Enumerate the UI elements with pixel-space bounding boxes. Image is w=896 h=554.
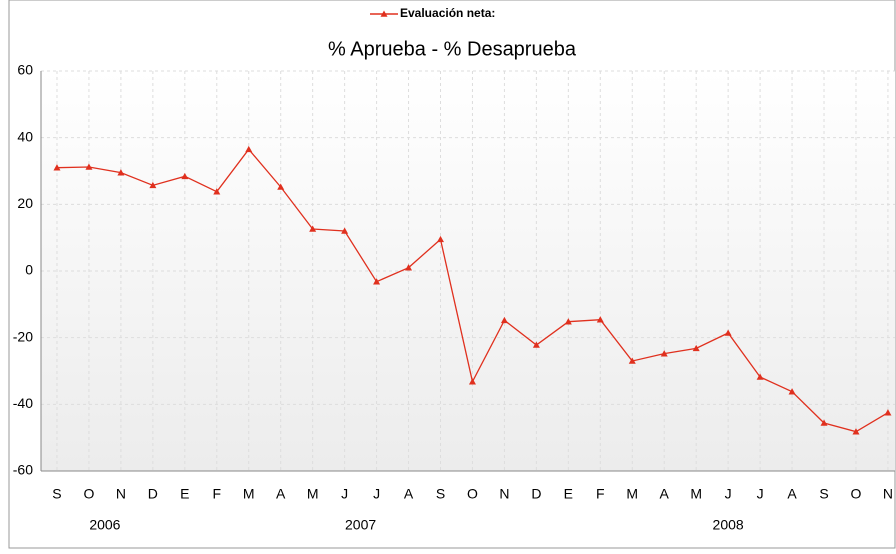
point	[149, 181, 157, 189]
point	[85, 163, 93, 170]
x-tick-label: F	[212, 486, 221, 502]
x-tick-label: F	[596, 486, 605, 502]
x-tick-label: J	[725, 486, 732, 502]
point	[309, 225, 317, 232]
point	[820, 419, 828, 426]
point	[373, 278, 381, 285]
point	[53, 164, 61, 171]
point	[692, 344, 700, 352]
year-label: 2007	[345, 517, 376, 533]
point	[405, 264, 413, 271]
y-tick-label: -20	[13, 328, 33, 344]
x-tick-label: O	[851, 486, 862, 502]
y-tick-label: 40	[17, 128, 33, 144]
point	[437, 235, 444, 243]
y-tick-label: -60	[13, 462, 33, 478]
x-tick-label: A	[787, 486, 797, 502]
point	[117, 169, 125, 176]
point	[532, 341, 540, 348]
point	[245, 145, 253, 153]
legend-marker	[380, 10, 388, 17]
point	[468, 378, 476, 385]
x-tick-label: J	[373, 486, 380, 502]
point	[596, 316, 604, 323]
y-tick-label: 60	[17, 62, 33, 78]
point	[884, 409, 892, 416]
point	[788, 388, 796, 395]
x-tick-label: M	[243, 486, 255, 502]
x-tick-label: J	[757, 486, 764, 502]
y-tick-label: 0	[25, 262, 33, 278]
x-tick-label: A	[276, 486, 286, 502]
x-tick-label: D	[531, 486, 541, 502]
y-tick-label: -40	[13, 395, 33, 411]
point	[213, 188, 221, 195]
x-tick-label: J	[341, 486, 348, 502]
x-tick-label: E	[180, 486, 189, 502]
x-tick-label: O	[83, 486, 94, 502]
x-tick-label: S	[436, 486, 445, 502]
point	[628, 357, 636, 364]
x-tick-label: N	[499, 486, 509, 502]
point	[500, 316, 508, 324]
point	[277, 183, 285, 190]
x-tick-label: E	[564, 486, 573, 502]
point	[341, 227, 349, 234]
chart-title: % Aprueba - % Desaprueba	[328, 38, 577, 60]
point	[852, 428, 860, 435]
point	[756, 373, 764, 380]
point	[660, 350, 668, 357]
x-tick-label: D	[148, 486, 158, 502]
y-tick-label: 20	[17, 195, 33, 211]
point	[724, 329, 732, 336]
x-tick-label: M	[307, 486, 319, 502]
x-tick-label: S	[52, 486, 61, 502]
point	[181, 172, 189, 180]
x-tick-label: N	[116, 486, 126, 502]
x-tick-label: M	[626, 486, 638, 502]
x-tick-label: N	[883, 486, 893, 502]
x-tick-label: A	[660, 486, 670, 502]
legend-label: Evaluación neta:	[400, 6, 495, 20]
point	[564, 318, 572, 325]
year-label: 2006	[89, 517, 120, 533]
x-tick-label: A	[404, 486, 414, 502]
x-tick-label: O	[467, 486, 478, 502]
year-label: 2008	[713, 517, 744, 533]
x-tick-label: M	[690, 486, 702, 502]
x-tick-label: S	[819, 486, 828, 502]
